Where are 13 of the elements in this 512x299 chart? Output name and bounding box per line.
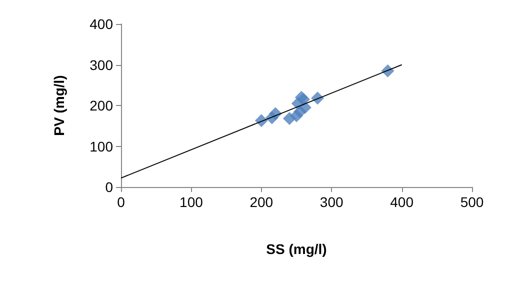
y-tick-label: 0 bbox=[105, 179, 114, 195]
y-tick-label: 200 bbox=[90, 98, 114, 114]
x-tick-label: 200 bbox=[250, 194, 274, 210]
x-tick-label: 0 bbox=[117, 194, 126, 210]
x-tick-label: 500 bbox=[460, 194, 484, 210]
x-tick-label: 300 bbox=[320, 194, 344, 210]
y-tick-label: 300 bbox=[90, 56, 114, 73]
y-tick-label: 100 bbox=[90, 138, 114, 154]
y-axis-title: PV (mg/l) bbox=[51, 75, 67, 136]
y-tick-label: 400 bbox=[90, 16, 114, 32]
x-tick-label: 400 bbox=[390, 194, 414, 210]
x-axis-title: SS (mg/l) bbox=[266, 241, 327, 257]
x-tick-label: 100 bbox=[180, 194, 204, 210]
